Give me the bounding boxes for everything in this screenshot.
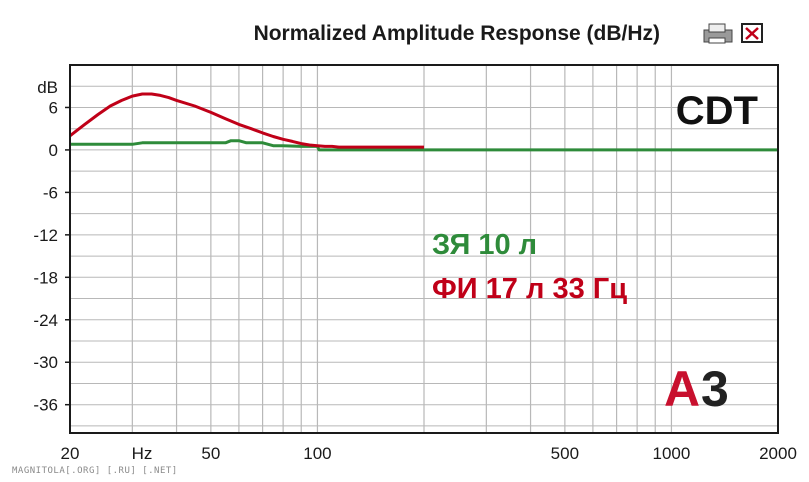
series-layer <box>69 92 778 152</box>
x-tick-label: 20 <box>61 444 80 463</box>
printer-icon[interactable] <box>703 23 733 44</box>
y-unit-label: dB <box>37 78 58 97</box>
x-tick-label: 50 <box>201 444 220 463</box>
chart-annotation: CDT <box>676 89 758 133</box>
x-tick-label: 1000 <box>653 444 691 463</box>
y-tick-label: -30 <box>33 353 58 372</box>
x-tick-label: 2000 <box>759 444 797 463</box>
legend-item-bass-reflex: ФИ 17 л 33 Гц <box>432 273 627 305</box>
x-unit-label: Hz <box>132 444 153 463</box>
x-axis-ticks: Hz 20 50 100 500 1000 2000 <box>61 444 797 463</box>
logo-letter-3: 3 <box>701 361 729 417</box>
brand-logo: A 3 <box>664 361 729 417</box>
chart-title: Normalized Amplitude Response (dB/Hz) <box>253 22 660 45</box>
watermark: MAGNITOLA[.ORG] [.RU] [.NET] <box>12 466 178 476</box>
y-tick-label: -24 <box>33 311 58 330</box>
y-tick-label: -36 <box>33 396 58 415</box>
close-icon[interactable] <box>741 23 763 43</box>
y-tick-label: -12 <box>33 226 58 245</box>
logo-letter-a: A <box>664 361 700 417</box>
legend-item-closed-box: ЗЯ 10 л <box>432 229 537 261</box>
toolbar-icons <box>700 20 770 46</box>
y-tick-label: 0 <box>49 141 58 160</box>
y-tick-label: -6 <box>43 183 58 202</box>
x-tick-label: 500 <box>551 444 579 463</box>
x-tick-label: 100 <box>303 444 331 463</box>
series-line-closed-box <box>70 139 778 152</box>
y-tick-label: -18 <box>33 268 58 287</box>
y-tick-label: 6 <box>49 98 58 117</box>
series-line-bass-reflex <box>69 92 424 149</box>
y-axis-ticks: dB 6 0 -6 -12 -18 -24 -30 -36 <box>33 78 70 415</box>
plot-frame <box>69 64 779 434</box>
